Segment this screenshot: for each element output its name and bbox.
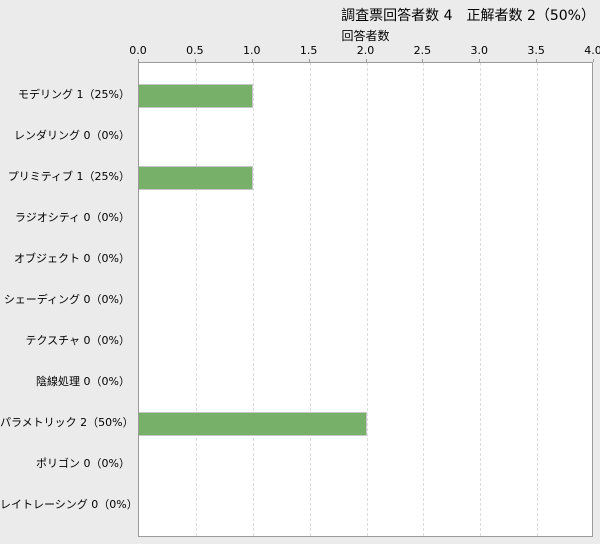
category-label: レンダリング 0（0%） <box>14 129 130 142</box>
x-tick-label: 0.0 <box>129 44 147 57</box>
x-tick-mark <box>365 59 367 62</box>
gridline <box>537 63 538 536</box>
x-tick-label: 3.0 <box>470 44 489 57</box>
category-label: シェーディング 0（0%） <box>3 293 130 306</box>
x-tick-mark <box>194 59 196 62</box>
gridline <box>196 63 197 536</box>
gridline <box>253 63 254 536</box>
x-tick-mark <box>479 59 481 62</box>
gridline <box>310 63 311 536</box>
x-tick-mark <box>422 59 424 62</box>
category-label: プリミティブ 1（25%） <box>7 170 130 183</box>
x-tick-mark <box>593 59 594 62</box>
gridline <box>480 63 481 536</box>
category-label: テクスチャ 0（0%） <box>25 334 130 347</box>
x-tick-mark <box>536 59 538 62</box>
gridline <box>423 63 424 536</box>
x-tick-label: 2.5 <box>413 44 432 57</box>
x-tick-label: 1.5 <box>299 44 318 57</box>
gridline <box>367 63 368 536</box>
x-axis-title: 回答者数 <box>341 29 390 43</box>
category-label: 陰線処理 0（0%） <box>36 375 130 388</box>
bar-パラメトリック <box>139 411 367 436</box>
plot-area <box>138 62 593 537</box>
category-label: ラジオシティ 0（0%） <box>14 211 130 224</box>
category-label: モデリング 1（25%） <box>18 88 130 101</box>
x-tick-mark <box>138 59 139 62</box>
bar-モデリング <box>139 83 253 108</box>
x-tick-label: 3.5 <box>527 44 545 57</box>
category-label: パラメトリック 2（50%） <box>0 416 134 429</box>
bar-プリミティブ <box>139 165 253 190</box>
x-tick-label: 1.0 <box>243 44 261 57</box>
x-tick-mark <box>251 59 253 62</box>
x-tick-mark <box>308 59 310 62</box>
chart-title: 調査票回答者数 4 正解者数 2（50%） <box>341 8 595 24</box>
x-tick-label: 0.5 <box>186 44 204 57</box>
x-tick-label: 2.0 <box>356 44 375 57</box>
category-label: ポリゴン 0（0%） <box>36 457 130 470</box>
x-tick-label: 4.0 <box>584 44 600 57</box>
category-label: オブジェクト 0（0%） <box>14 252 130 265</box>
category-label: レイトレーシング 0（0%） <box>0 498 138 511</box>
